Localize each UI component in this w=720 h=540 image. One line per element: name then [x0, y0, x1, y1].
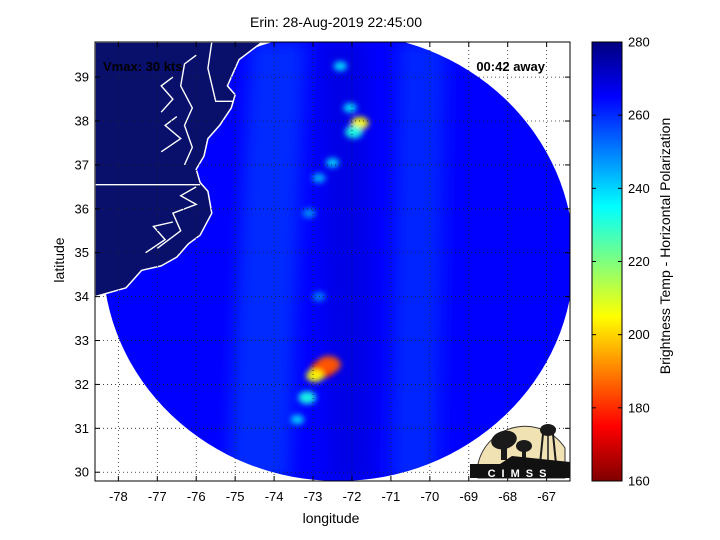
x-axis-label: longitude [303, 510, 360, 526]
logo-text: CIMSS [488, 468, 553, 480]
y-tick-label: 36 [75, 201, 89, 216]
x-tick-label: -72 [343, 489, 362, 504]
y-axis: 30 31 32 33 34 35 36 37 38 39 [75, 70, 570, 480]
y-tick-label: 34 [75, 289, 89, 304]
cimss-logo: CIMSS [470, 424, 570, 480]
colorbar-tick-label: 220 [628, 254, 650, 269]
x-tick-label: -77 [148, 489, 167, 504]
feature-7 [343, 103, 357, 113]
feature-1 [316, 355, 341, 374]
feature-11 [302, 208, 316, 219]
x-tick-label: -67 [537, 489, 556, 504]
y-axis-label: latitude [51, 237, 67, 282]
logo-roof [470, 456, 570, 478]
x-tick-label: -78 [109, 489, 128, 504]
water-tower-icon [539, 424, 557, 465]
x-tick-label: -73 [304, 489, 323, 504]
swath-bands [227, 42, 570, 481]
chart-title: Erin: 28-Aug-2019 22:45:00 [250, 14, 422, 30]
x-tick-label: -76 [187, 489, 206, 504]
feature-2 [306, 369, 324, 383]
feature-10 [312, 173, 326, 183]
feature-12 [312, 291, 326, 302]
colorbar-gradient [591, 41, 623, 482]
colorbar: 160 180 200 220 240 260 280 Brightness Temp - … [591, 35, 673, 489]
land-mass [95, 42, 264, 298]
x-axis: -78 -77 -76 -75 -74 -73 -72 -71 -70 -69 -68 -67 [109, 42, 556, 504]
y-tick-label: 38 [75, 114, 89, 129]
y-tick-label: 31 [75, 421, 89, 436]
colorbar-label: Brightness Temp - Horizontal Polarizatio… [657, 118, 673, 375]
feature-8 [333, 61, 347, 71]
x-tick-label: -69 [459, 489, 478, 504]
y-tick-label: 35 [75, 245, 89, 260]
colorbar-tick-label: 200 [628, 327, 650, 342]
colorbar-ticks: 160 180 200 220 240 260 280 [592, 35, 650, 489]
plot-frame [94, 41, 571, 482]
feature-4 [290, 414, 305, 425]
satellite-dish-icon [491, 430, 532, 460]
y-tick-label: 30 [75, 465, 89, 480]
x-tick-label: -70 [420, 489, 439, 504]
x-tick-label: -74 [265, 489, 284, 504]
y-tick-label: 32 [75, 377, 89, 392]
vmax-label: Vmax: 30 kts [103, 59, 183, 74]
x-tick-label: -75 [226, 489, 245, 504]
colorbar-tick-label: 180 [628, 400, 650, 415]
colorbar-tick-label: 260 [628, 108, 650, 123]
x-tick-label: -68 [498, 489, 517, 504]
colorbar-tick-label: 160 [628, 474, 650, 489]
colorbar-tick-label: 280 [628, 35, 650, 50]
convective-features [290, 61, 369, 425]
feature-9 [325, 157, 340, 168]
colorbar-tick-label: 240 [628, 181, 650, 196]
feature-6 [345, 125, 363, 139]
feature-3 [298, 391, 316, 404]
y-tick-label: 33 [75, 333, 89, 348]
y-tick-label: 37 [75, 157, 89, 172]
x-tick-label: -71 [382, 489, 401, 504]
plot-area: -78 -77 -76 -75 -74 -73 -72 -71 -70 -69 -68 -67 303… [75, 41, 571, 504]
time-away-label: 00:42 away [476, 59, 545, 74]
y-tick-label: 39 [75, 70, 89, 85]
